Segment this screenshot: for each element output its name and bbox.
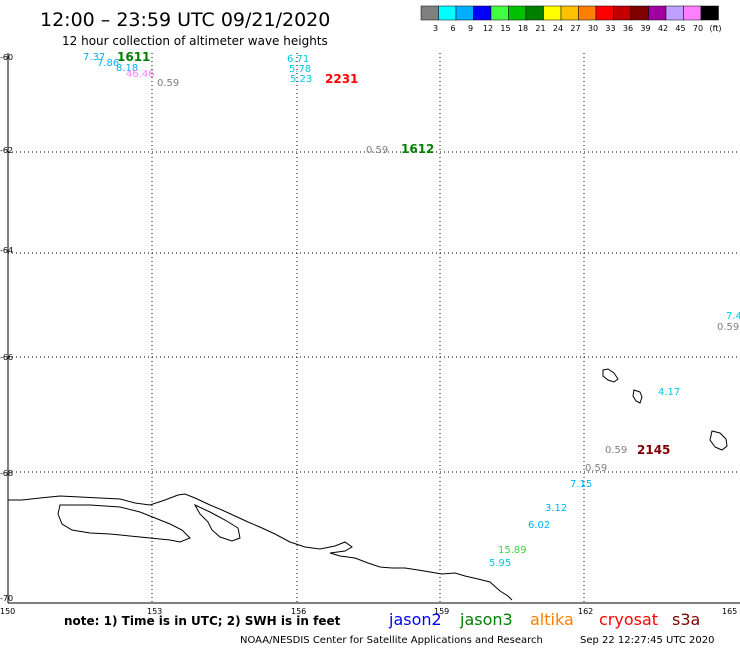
map-subtitle: 12 hour collection of altimeter wave hei…	[62, 34, 328, 48]
longitude-labels: 150 153 156 159 162 165	[0, 607, 737, 616]
pass-time-label: 2145	[637, 443, 670, 457]
lat-tick-label: -60	[0, 53, 13, 62]
satellite-name: cryosat	[599, 610, 658, 629]
wave-height-label: 6.71	[287, 54, 309, 65]
legend-label: 36	[623, 24, 633, 33]
lon-tick-label: 165	[722, 607, 737, 616]
bay-outline	[193, 503, 241, 542]
wave-height-label: 4.17	[658, 387, 680, 398]
legend-label: 27	[570, 24, 580, 33]
wave-height-label: 3.12	[545, 503, 567, 514]
wave-height-label: 7.86	[97, 58, 119, 69]
legend-label: 30	[588, 24, 598, 33]
coastline	[8, 368, 728, 601]
lon-tick-label: 150	[0, 607, 15, 616]
graticule	[8, 53, 740, 603]
color-legend: 3 6 9 12 15 18 21 24 27 30 33 36 39 42 45 70 (ft)	[420, 5, 722, 33]
island-1	[602, 368, 619, 383]
legend-label: 24	[553, 24, 563, 33]
wave-height-label: 5.78	[289, 64, 311, 75]
wave-height-label: 0.59	[366, 145, 388, 156]
wave-height-label: 15.89	[498, 545, 527, 556]
legend-label: 9	[468, 24, 473, 33]
legend-label: 45	[675, 24, 685, 33]
legend-swatch	[613, 5, 632, 21]
ice-shelf-outline	[57, 504, 191, 543]
map-title: 12:00 – 23:59 UTC 09/21/2020	[40, 9, 330, 31]
map-frame	[7, 53, 740, 604]
legend-swatch	[700, 5, 719, 21]
satellite-name: s3a	[672, 610, 700, 629]
legend-label: 42	[658, 24, 668, 33]
credit-text: NOAA/NESDIS Center for Satellite Applica…	[240, 635, 543, 646]
wave-height-label: 7.4	[726, 311, 740, 322]
lat-tick-label: -70	[0, 594, 13, 603]
legend-label: 15	[500, 24, 510, 33]
latitude-labels: -60 -62 -64 -66 -68 -70	[0, 53, 13, 603]
wave-height-label: 7.15	[570, 479, 592, 490]
legend-swatch	[543, 5, 562, 21]
wave-height-label: 5.23	[290, 74, 312, 85]
lon-tick-label: 156	[291, 607, 306, 616]
pass-time-label: 1611	[117, 50, 150, 64]
units-note: note: 1) Time is in UTC; 2) SWH is in fe…	[64, 614, 341, 628]
legend-label: (ft)	[709, 24, 721, 33]
legend-swatch	[560, 5, 579, 21]
lon-tick-label: 153	[147, 607, 162, 616]
legend-swatch	[578, 5, 597, 21]
pass-time-label: 2231	[325, 72, 358, 86]
wave-height-label: 0.59	[605, 445, 627, 456]
wave-height-label: 5.95	[489, 558, 511, 569]
wave-height-label: 0.59	[585, 463, 607, 474]
island-2	[632, 389, 643, 404]
legend-swatch	[683, 5, 702, 21]
wave-height-label: 6.02	[528, 520, 550, 531]
legend-swatch	[595, 5, 614, 21]
legend-swatch	[490, 5, 509, 21]
legend-swatch	[508, 5, 527, 21]
satellite-name: altika	[530, 610, 574, 629]
legend-swatch	[438, 5, 457, 21]
wave-height-label: 8.18	[116, 63, 138, 74]
lat-tick-label: -64	[0, 246, 13, 255]
legend-swatch	[525, 5, 544, 21]
legend-swatch	[420, 5, 439, 21]
lat-tick-label: -62	[0, 146, 13, 155]
legend-swatch	[630, 5, 649, 21]
lon-tick-label: 162	[578, 607, 593, 616]
timestamp-text: Sep 22 12:27:45 UTC 2020	[580, 635, 714, 646]
satellite-key: jason2 jason3 altika cryosat s3a	[388, 610, 700, 629]
lat-tick-label: -66	[0, 353, 13, 362]
legend-label: 21	[535, 24, 545, 33]
legend-label: 12	[483, 24, 493, 33]
lat-tick-label: -68	[0, 469, 13, 478]
legend-label: 3	[433, 24, 438, 33]
satellite-name: jason3	[459, 610, 513, 629]
legend-label: 33	[605, 24, 615, 33]
wave-height-label: 0.59	[157, 78, 179, 89]
legend-swatch	[665, 5, 684, 21]
legend-label: 39	[640, 24, 650, 33]
wave-height-observations: 7.37 7.86 8.18 46.46 0.59 6.71 5.78 5.23…	[83, 52, 740, 569]
legend-swatch	[473, 5, 492, 21]
legend-swatch	[455, 5, 474, 21]
pass-time-label: 1612	[401, 142, 434, 156]
wave-height-label: 0.59	[717, 322, 739, 333]
antarctic-coastline	[8, 493, 513, 601]
legend-label: 70	[693, 24, 703, 33]
legend-swatch	[648, 5, 667, 21]
satellite-name: jason2	[388, 610, 442, 629]
legend-label: 6	[450, 24, 455, 33]
pass-time-labels: 1611 2231 1612 2145	[117, 50, 670, 457]
island-3	[709, 430, 728, 451]
wave-height-label: 46.46	[126, 69, 155, 80]
wave-height-label: 7.37	[83, 52, 105, 63]
lon-tick-label: 159	[434, 607, 449, 616]
legend-label: 18	[518, 24, 528, 33]
